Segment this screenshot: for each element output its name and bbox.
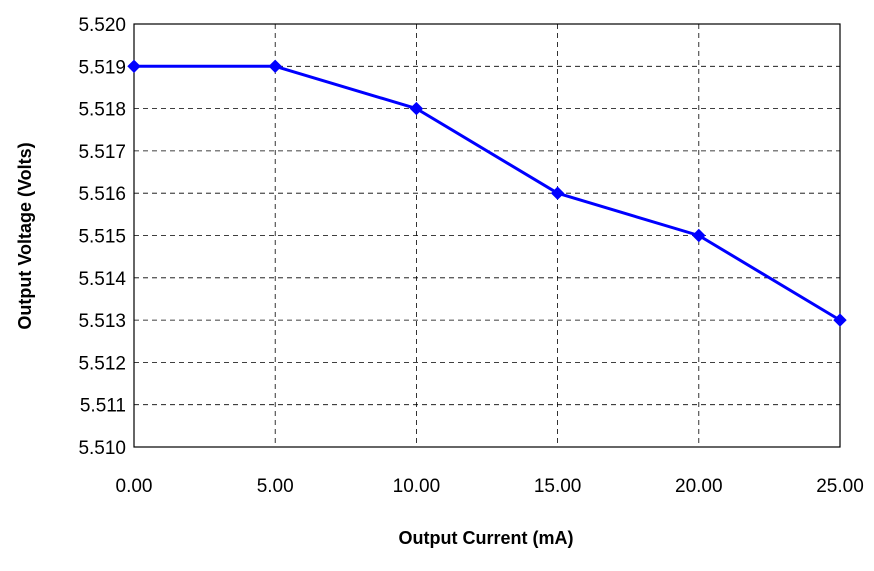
data-point-marker <box>692 228 706 243</box>
x-tick-label: 0.00 <box>116 476 153 497</box>
data-point-marker <box>833 313 847 327</box>
data-point-marker <box>550 186 565 200</box>
y-tick-label: 5.516 <box>78 184 126 205</box>
series-group <box>127 59 847 327</box>
y-tick-label: 5.518 <box>78 100 126 121</box>
series-line <box>134 64 841 322</box>
y-tick-label: 5.510 <box>78 438 126 459</box>
y-axis-tick-labels: 5.510 5.511 5.512 5.513 5.514 5.515 5.516 5.517… <box>78 15 126 459</box>
y-tick-label: 5.519 <box>78 57 126 78</box>
x-axis-title: Output Current (mA) <box>399 528 574 548</box>
y-tick-label: 5.520 <box>78 15 126 36</box>
y-tick-label: 5.515 <box>78 227 126 248</box>
x-tick-label: 5.00 <box>257 476 294 497</box>
y-tick-label: 5.513 <box>78 311 126 332</box>
x-tick-label: 10.00 <box>393 476 441 497</box>
x-tick-label: 25.00 <box>816 476 864 497</box>
y-axis-title: Output Voltage (Volts) <box>15 142 35 329</box>
data-point-marker <box>127 59 141 74</box>
data-point-marker <box>268 59 282 74</box>
y-tick-label: 5.514 <box>78 269 126 290</box>
y-tick-label: 5.511 <box>80 396 126 417</box>
y-tick-label: 5.517 <box>78 142 126 163</box>
x-axis-tick-labels: 0.00 5.00 10.00 15.00 20.00 25.00 <box>116 476 864 497</box>
x-tick-label: 20.00 <box>675 476 723 497</box>
x-tick-label: 15.00 <box>534 476 582 497</box>
y-tick-label: 5.512 <box>78 353 126 374</box>
data-point-marker <box>409 101 424 116</box>
